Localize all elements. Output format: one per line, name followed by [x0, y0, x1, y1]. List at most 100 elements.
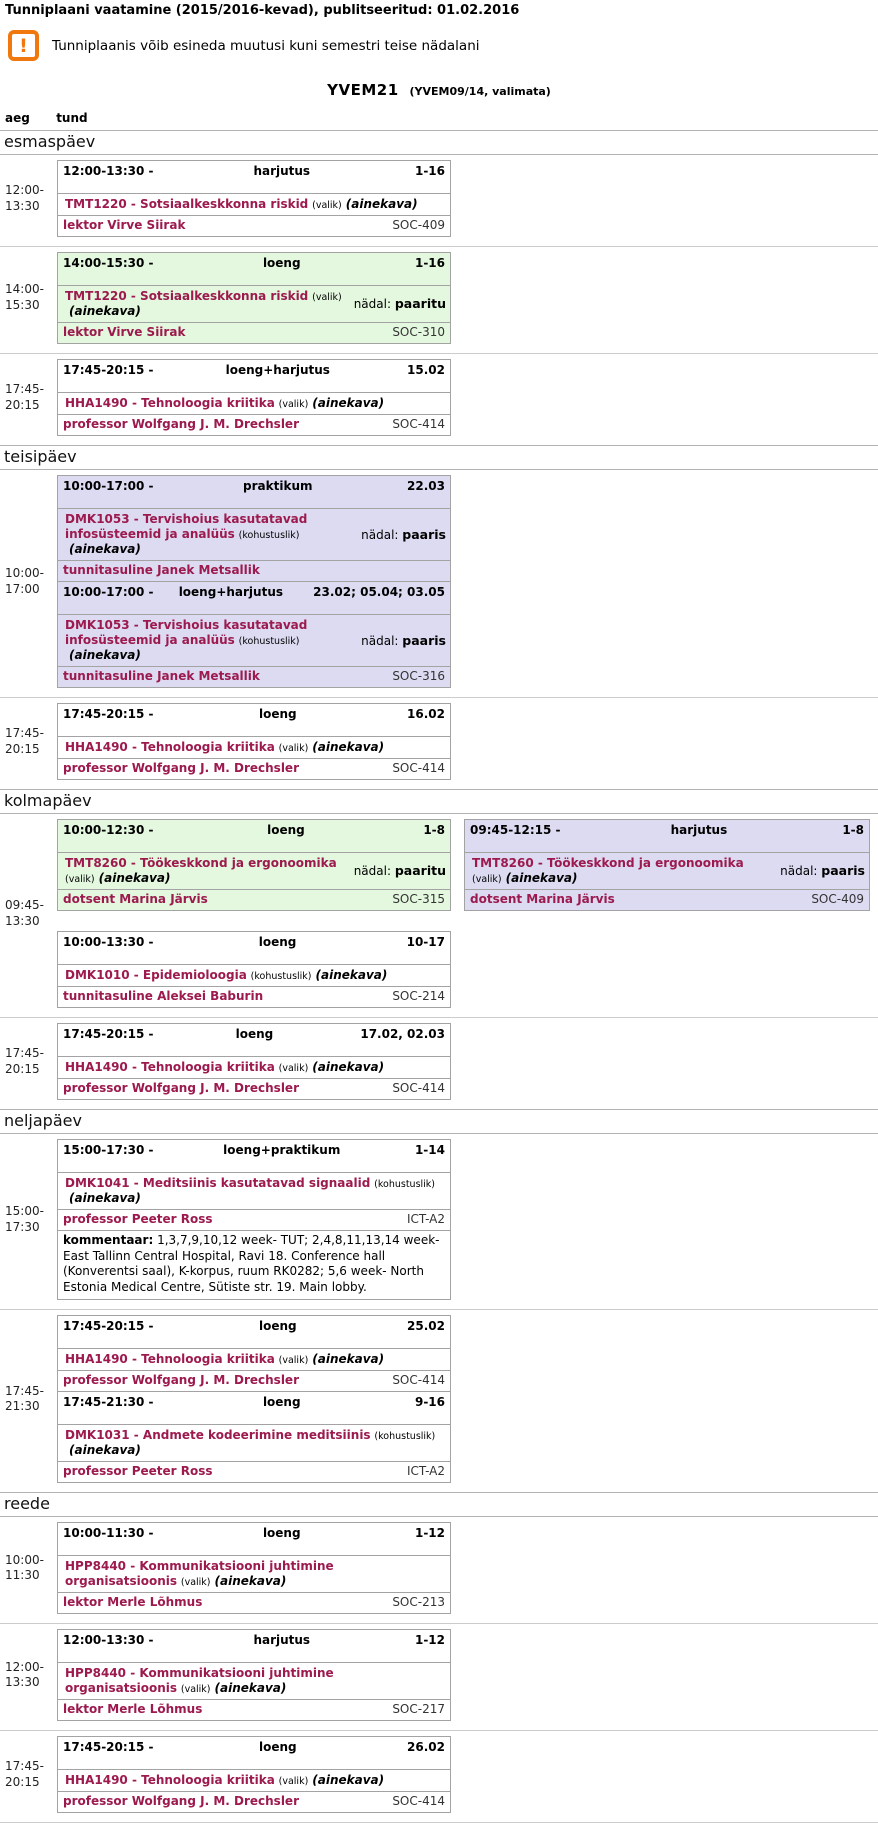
lecturer-link[interactable]: professor Peeter Ross: [63, 1464, 213, 1479]
lesson-weeks: 1-14: [414, 1143, 445, 1157]
time-slot-row: 12:00- 13:30 12:00-13:30 - harjutus 1-16 TMT…: [0, 155, 878, 246]
ainekava-link[interactable]: (ainekava): [69, 648, 141, 662]
ainekava-link[interactable]: (ainekava): [505, 871, 578, 885]
slot-time: 17:45- 20:15: [0, 359, 57, 436]
lessons-column-right: [464, 1315, 870, 1483]
lesson-header: 10:00-13:30 - loeng 10-17: [58, 932, 450, 965]
course-row: TMT1220 - Sotsiaalkeskkonna riskid (vali…: [58, 194, 450, 216]
lessons-column-right: [464, 1736, 870, 1813]
ainekava-link[interactable]: (ainekava): [69, 304, 141, 318]
course-link[interactable]: HHA1490 - Tehnoloogia kriitika: [65, 1773, 275, 1788]
lesson-kind: harjutus: [253, 164, 311, 178]
room-code: SOC-214: [392, 989, 445, 1003]
course-enrollment-type: (valik): [278, 399, 309, 410]
lecturer-row: dotsent Marina Järvis SOC-409: [465, 890, 869, 910]
lecturer-row: professor Wolfgang J. M. Drechsler SOC-41…: [58, 1079, 450, 1099]
ainekava-link[interactable]: (ainekava): [69, 1443, 141, 1458]
lecturer-row: professor Peeter Ross ICT-A2: [58, 1210, 450, 1230]
lesson-kind: loeng+harjutus: [178, 585, 284, 599]
course-link[interactable]: DMK1041 - Meditsiinis kasutatavad signaa…: [65, 1176, 371, 1190]
lecturer-link[interactable]: professor Peeter Ross: [63, 1212, 213, 1226]
lesson-time-range: 10:00-13:30 -: [63, 935, 154, 949]
ainekava-link[interactable]: (ainekava): [312, 740, 385, 754]
course-row: DMK1041 - Meditsiinis kasutatavad signaa…: [58, 1173, 450, 1210]
ainekava-link[interactable]: (ainekava): [69, 542, 141, 556]
lecturer-link[interactable]: professor Wolfgang J. M. Drechsler: [63, 1794, 299, 1809]
course-enrollment-type: (kohustuslik): [374, 1179, 436, 1190]
lecturer-link[interactable]: lektor Merle Lõhmus: [63, 1595, 203, 1610]
lecturer-link[interactable]: professor Wolfgang J. M. Drechsler: [63, 1081, 299, 1095]
course-link[interactable]: DMK1053 - Tervishoius kasutatavad infosü…: [65, 512, 308, 541]
lessons-column-right: [464, 359, 870, 436]
lecturer-link[interactable]: tunnitasuline Aleksei Baburin: [63, 989, 264, 1003]
course-link[interactable]: TMT8260 - Töökeskkond ja ergonoomika: [472, 856, 744, 870]
lecturer-link[interactable]: tunnitasuline Janek Metsallik: [63, 563, 260, 577]
course-text: DMK1031 - Andmete kodeerimine meditsiini…: [62, 1428, 446, 1458]
lesson-card: 10:00-11:30 - loeng 1-12 HPP8440 - Kommuni…: [57, 1522, 451, 1615]
course-link[interactable]: HHA1490 - Tehnoloogia kriitika: [65, 1060, 275, 1074]
group-note: (YVEM09/14, valimata): [409, 85, 551, 98]
day-section: reede 10:00- 11:30 10:00-11:30 - loeng 1-12 H…: [0, 1492, 878, 1822]
week-parity-label: nädal:: [353, 864, 392, 878]
lecturer-link[interactable]: tunnitasuline Janek Metsallik: [63, 669, 260, 683]
lesson-weeks: 23.02; 05.04; 03.05: [313, 585, 445, 599]
ainekava-link[interactable]: (ainekava): [98, 871, 171, 885]
ainekava-link[interactable]: (ainekava): [214, 1681, 287, 1696]
slot-time: 10:00- 11:30: [0, 1522, 57, 1614]
slot-time-end: 13:30: [5, 913, 40, 928]
lecturer-link[interactable]: dotsent Marina Järvis: [63, 892, 208, 906]
lesson-kind: loeng: [258, 1319, 297, 1334]
lessons-column-left: 17:45-20:15 - loeng 16.02 HHA1490 - Tehnol…: [57, 703, 451, 780]
course-link[interactable]: TMT8260 - Töökeskkond ja ergonoomika: [65, 856, 337, 870]
slot-time-text: 14:00- 15:30: [5, 282, 44, 313]
course-text: HPP8440 - Kommunikatsiooni juhtimine org…: [62, 1559, 446, 1589]
slot-time-text: 12:00- 13:30: [5, 1660, 44, 1691]
lesson-card: 17:45-20:15 - loeng 17.02, 02.03 HHA1490 -…: [57, 1023, 451, 1100]
lesson-card: 10:00-13:30 - loeng 10-17 DMK1010 - Epidem…: [57, 931, 451, 1008]
ainekava-link[interactable]: (ainekava): [345, 197, 418, 211]
ainekava-link[interactable]: (ainekava): [312, 1060, 385, 1074]
course-link[interactable]: DMK1053 - Tervishoius kasutatavad infosü…: [65, 618, 308, 647]
course-link[interactable]: HHA1490 - Tehnoloogia kriitika: [65, 1352, 275, 1367]
course-enrollment-type: (valik): [180, 1577, 211, 1589]
lesson-header: 10:00-17:00 - loeng+harjutus 23.02; 05.04…: [58, 582, 450, 615]
lesson-card: 17:45-20:15 - loeng+harjutus 15.02 HHA1490…: [57, 359, 451, 436]
ainekava-link[interactable]: (ainekava): [315, 968, 388, 982]
slot-time-start: 17:45-: [5, 1383, 44, 1398]
slot-time-end: 20:15: [5, 397, 40, 412]
lecturer-link[interactable]: lektor Merle Lõhmus: [63, 1702, 203, 1717]
ainekava-link[interactable]: (ainekava): [214, 1574, 287, 1589]
course-link[interactable]: HHA1490 - Tehnoloogia kriitika: [65, 740, 275, 754]
ainekava-link[interactable]: (ainekava): [312, 1773, 385, 1788]
lesson-kind: loeng: [258, 935, 297, 949]
lecturer-link[interactable]: lektor Virve Siirak: [63, 325, 186, 339]
ainekava-link[interactable]: (ainekava): [69, 1191, 141, 1205]
lecturer-link[interactable]: lektor Virve Siirak: [63, 218, 186, 232]
week-parity: nädal: paaris: [772, 863, 865, 879]
course-link[interactable]: DMK1031 - Andmete kodeerimine meditsiini…: [65, 1428, 371, 1443]
lecturer-link[interactable]: professor Wolfgang J. M. Drechsler: [63, 761, 299, 775]
course-link[interactable]: DMK1010 - Epidemioloogia: [65, 968, 247, 982]
lesson-header: 12:00-13:30 - harjutus 1-12: [58, 1630, 450, 1664]
lecturer-link[interactable]: professor Wolfgang J. M. Drechsler: [63, 417, 299, 431]
ainekava-link[interactable]: (ainekava): [312, 1352, 385, 1367]
course-row: HHA1490 - Tehnoloogia kriitika (valik) (a…: [58, 737, 450, 759]
lessons-column-left: 10:00-12:30 - loeng 1-8 TMT8260 - Töökeskk…: [57, 819, 451, 1008]
course-text: TMT1220 - Sotsiaalkeskkonna riskid (vali…: [62, 197, 446, 212]
lessons-column-left: 10:00-17:00 - praktikum 22.03 DMK1053 - Te…: [57, 475, 451, 688]
course-link[interactable]: HPP8440 - Kommunikatsiooni juhtimine org…: [65, 1559, 334, 1589]
lecturer-link[interactable]: professor Wolfgang J. M. Drechsler: [63, 1373, 299, 1388]
slot-time: 09:45- 13:30: [0, 819, 57, 1008]
lecturer-link[interactable]: dotsent Marina Järvis: [470, 892, 615, 906]
course-link[interactable]: TMT1220 - Sotsiaalkeskkonna riskid: [65, 289, 309, 303]
course-row: DMK1031 - Andmete kodeerimine meditsiini…: [58, 1425, 450, 1463]
lesson-kind: loeng: [262, 256, 301, 270]
course-link[interactable]: HHA1490 - Tehnoloogia kriitika: [65, 396, 275, 410]
lesson-time-range: 12:00-13:30 -: [63, 1633, 154, 1648]
room-code: SOC-414: [392, 417, 445, 431]
lesson-kind: harjutus: [253, 1633, 311, 1648]
time-slot-row: 12:00- 13:30 12:00-13:30 - harjutus 1-12 HPP…: [0, 1623, 878, 1730]
course-link[interactable]: TMT1220 - Sotsiaalkeskkonna riskid: [65, 197, 309, 211]
ainekava-link[interactable]: (ainekava): [312, 396, 385, 410]
room-code: SOC-414: [392, 1081, 445, 1095]
